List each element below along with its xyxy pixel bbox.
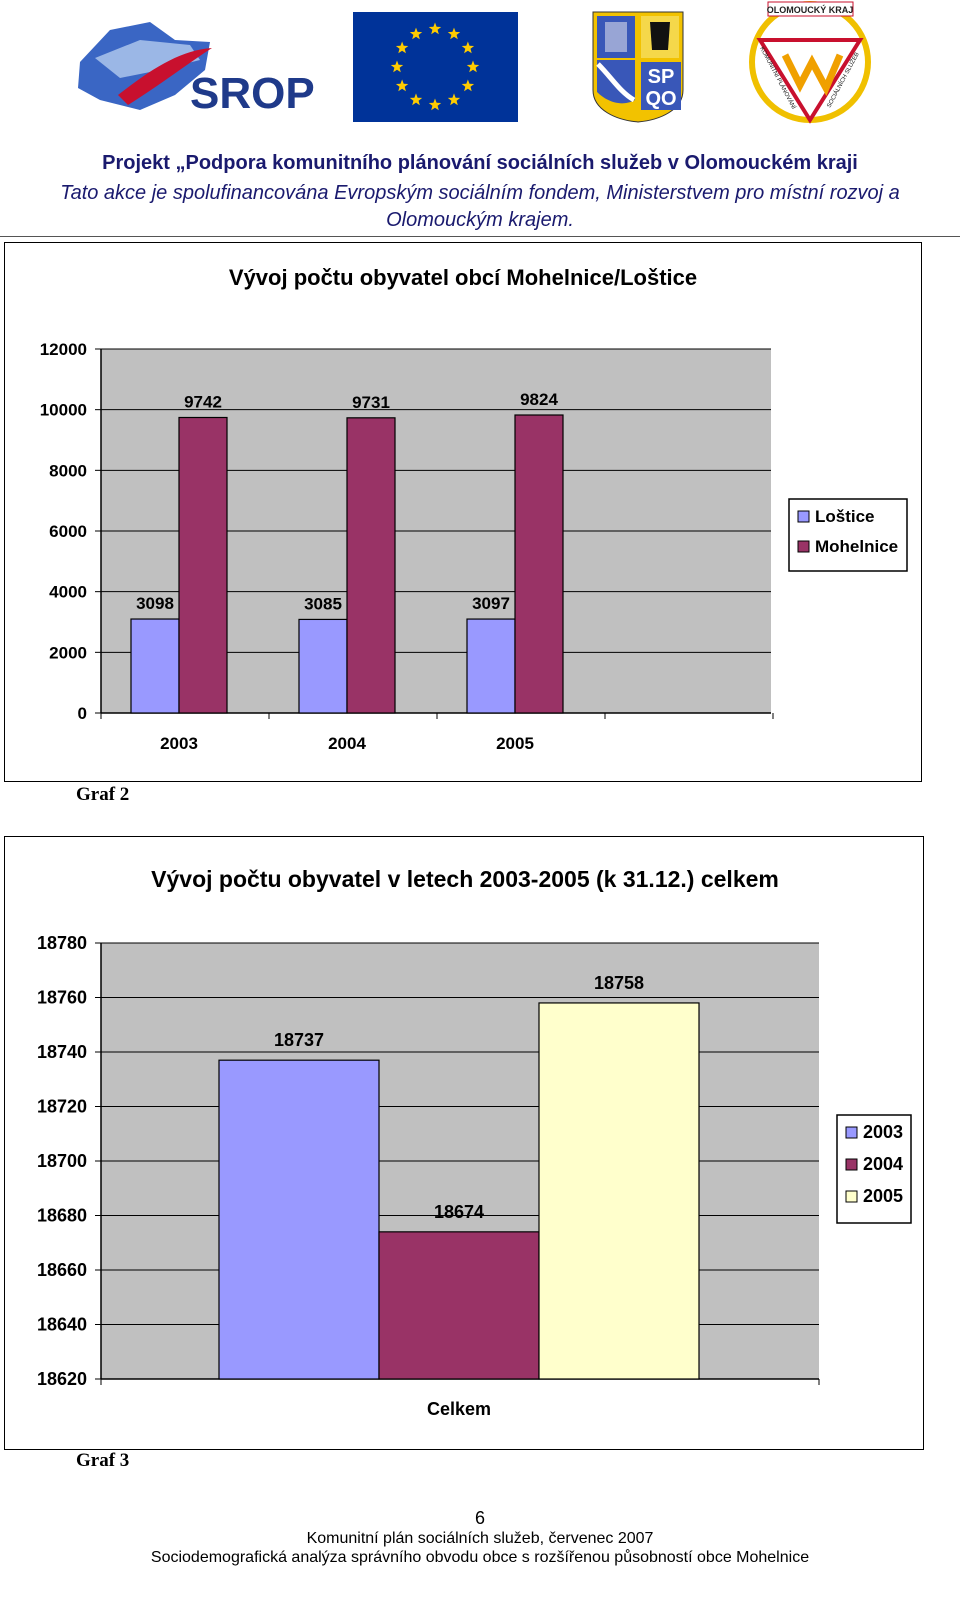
legend-entry: 2004 [863,1154,903,1174]
srop-text: SROP [190,69,315,118]
legend-swatch [797,540,810,553]
legend-swatch [797,510,810,523]
footer-line-2: Sociodemografická analýza správního obvo… [150,1549,810,1566]
y-tick-label: 18640 [37,1315,87,1335]
footer-line-1: Komunitní plán sociálních služeb, červen… [306,1530,654,1547]
x-tick-label: 2004 [328,734,366,753]
qo-text: QO [645,88,676,110]
srop-logo: SROP [78,22,315,118]
y-tick-label: 12000 [40,340,87,359]
y-tick-label: 18680 [37,1206,87,1226]
x-tick-label: Celkem [427,1399,491,1419]
chart-2-title: Vývoj počtu obyvatel v letech 2003-2005 … [151,866,779,892]
y-tick-label: 18740 [37,1042,87,1062]
y-tick-label: 2000 [49,643,87,662]
y-tick-label: 18700 [37,1151,87,1171]
eu-flag-logo [353,12,518,122]
eu-star-icon [395,41,409,54]
kraj-badge-logo: OLOMOUCKÝ KRAJ KOMUNITNÍ PLÁNOVÁNÍ SOCIÁ… [749,1,871,124]
data-label: 3085 [304,594,342,613]
page-number: 6 [474,1508,485,1528]
data-label: 18674 [434,1202,484,1222]
legend-swatch [845,1158,858,1171]
sp-text: SP [648,66,675,88]
eu-star-icon [409,27,423,40]
eu-star-icon [447,93,461,106]
eu-star-icon [428,98,442,111]
bar-2004-Celkem [378,1231,540,1380]
x-tick-label: 2005 [496,734,534,753]
data-label: 9731 [352,393,390,412]
chart-1: Vývoj počtu obyvatel obcí Mohelnice/Lošt… [40,265,908,753]
chart-1-caption: Graf 2 [76,784,130,805]
y-tick-label: 0 [78,704,87,723]
y-tick-label: 18780 [37,933,87,953]
legend-swatch [845,1126,858,1139]
chart-2-frame: Vývoj počtu obyvatel v letech 2003-2005 … [4,836,924,1450]
data-label: 3097 [472,594,510,613]
chart-1-title: Vývoj počtu obyvatel obcí Mohelnice/Lošt… [229,265,697,290]
eu-star-icon [409,93,423,106]
logo-strip: SROP SP QO OLOMOUCKÝ KRAJ KOMUNITNÍ PLÁN… [78,1,871,124]
y-tick-label: 4000 [49,583,87,602]
eu-star-icon [447,27,461,40]
eu-star-icon [390,60,404,73]
bar-2003-Celkem [218,1059,380,1380]
header-divider [0,236,960,237]
y-tick-label: 10000 [40,401,87,420]
chart-2-caption: Graf 3 [76,1450,130,1471]
bar-Loštice-2003 [130,618,180,714]
legend-entry: Mohelnice [815,537,898,556]
legend-swatch [845,1190,858,1203]
y-tick-label: 18720 [37,1097,87,1117]
bar-Loštice-2005 [466,618,516,714]
y-tick-label: 6000 [49,522,87,541]
data-label: 18737 [274,1030,324,1050]
y-tick-label: 18660 [37,1260,87,1280]
y-tick-label: 8000 [49,461,87,480]
eu-star-icon [466,60,480,73]
y-tick-label: 18760 [37,988,87,1008]
kraj-badge-top-text: OLOMOUCKÝ KRAJ [767,4,854,15]
data-label: 3098 [136,594,174,613]
project-title: Projekt „Podpora komunitního plánování s… [102,152,858,174]
data-label: 9742 [184,392,222,411]
eu-star-icon [395,79,409,92]
legend-entry: 2003 [863,1122,903,1142]
bar-Mohelnice-2004 [346,417,396,714]
chart-1-frame: Vývoj počtu obyvatel obcí Mohelnice/Lošt… [4,242,922,782]
y-tick-label: 18620 [37,1369,87,1389]
project-subtitle: Tato akce je spolufinancována Evropským … [60,182,900,231]
chart-2: Vývoj počtu obyvatel v letech 2003-2005 … [37,866,912,1419]
eu-star-icon [428,22,442,35]
coat-of-arms-logo: SP QO [592,11,684,123]
legend-entry: 2005 [863,1186,903,1206]
bar-Mohelnice-2005 [514,414,564,714]
legend-entry: Loštice [815,507,875,526]
x-tick-label: 2003 [160,734,198,753]
eu-star-icon [461,79,475,92]
bar-2005-Celkem [538,1002,700,1380]
bar-Mohelnice-2003 [178,416,228,714]
data-label: 18758 [594,973,644,993]
data-label: 9824 [520,390,558,409]
bar-Loštice-2004 [298,618,348,714]
eu-star-icon [461,41,475,54]
